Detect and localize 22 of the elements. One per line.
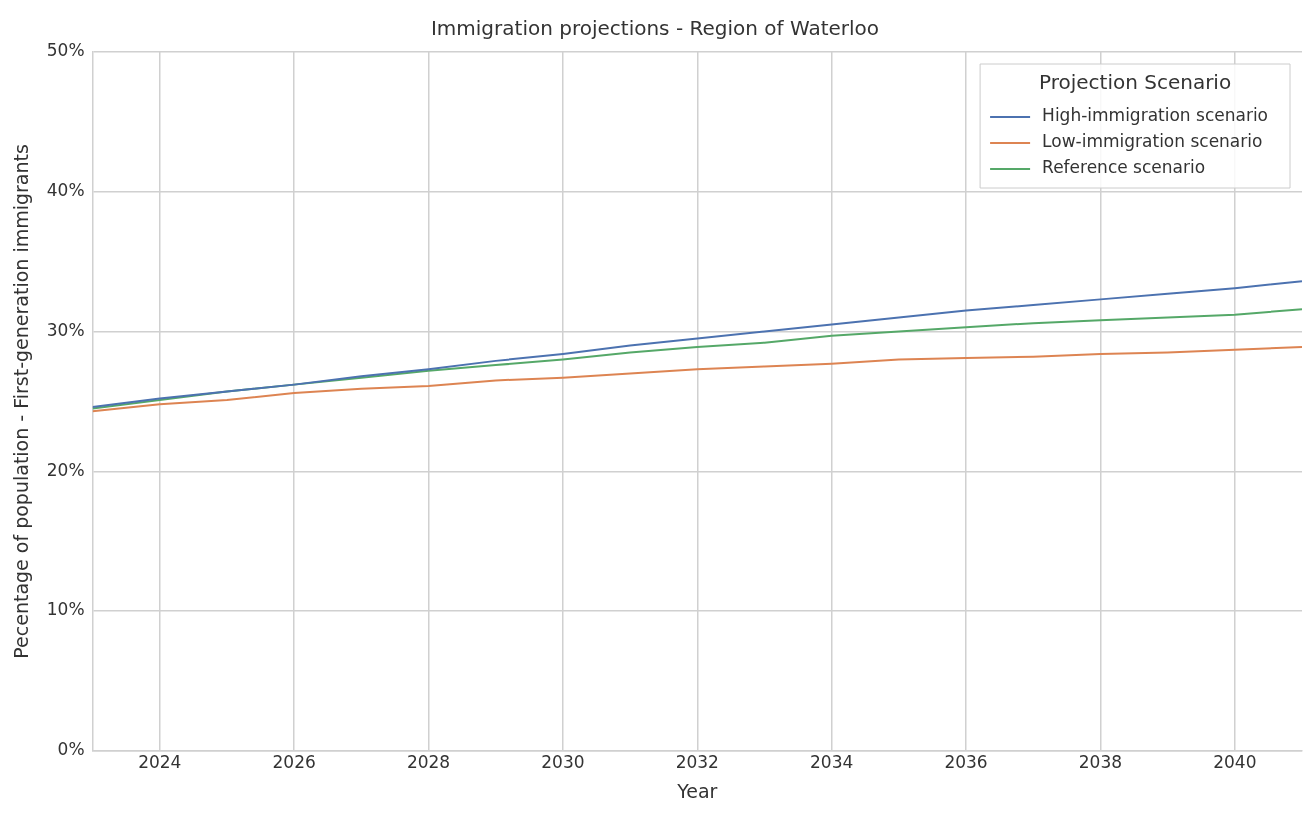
y-axis-title: Pecentage of population - First-generation immigrants	[10, 144, 33, 659]
y-tick-label: 10%	[46, 599, 85, 620]
y-tick-label: 20%	[46, 459, 85, 480]
x-tick-label: 2034	[810, 752, 854, 773]
chart-title: Immigration projections - Region of Waterloo	[430, 16, 880, 41]
x-tick-label: 2036	[944, 752, 988, 773]
legend-label: Reference scenario	[1042, 157, 1206, 178]
y-tick-label: 0%	[57, 739, 85, 760]
y-tick-label: 50%	[46, 40, 85, 61]
x-tick-label: 2024	[138, 752, 182, 773]
legend-title: Projection Scenario	[1038, 70, 1232, 95]
x-tick-label: 2038	[1078, 752, 1123, 773]
y-tick-label: 40%	[46, 180, 85, 201]
x-tick-label: 2030	[541, 752, 585, 773]
legend-label: Low-immigration scenario	[1042, 131, 1263, 152]
legend-label: High-immigration scenario	[1042, 105, 1268, 126]
x-tick-label: 2028	[406, 752, 451, 773]
x-tick-label: 2032	[675, 752, 719, 773]
x-tick-label: 2040	[1213, 752, 1257, 773]
x-axis-title: Year	[676, 779, 718, 802]
y-tick-label: 30%	[46, 319, 85, 340]
x-tick-label: 2026	[272, 752, 316, 773]
